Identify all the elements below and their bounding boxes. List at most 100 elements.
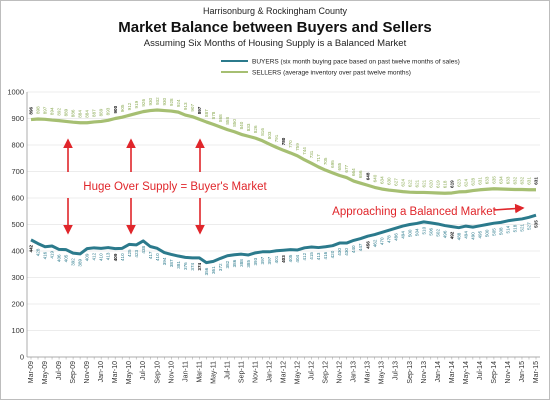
- data-label-buyers: 430: [344, 248, 349, 256]
- data-label-buyers: 495: [477, 230, 482, 238]
- data-label-sellers: 633: [485, 176, 490, 184]
- data-label-buyers: 415: [309, 252, 314, 260]
- x-tick-label: Nov-13: [421, 361, 428, 384]
- data-label-sellers: 791: [274, 134, 279, 142]
- y-tick-label: 700: [11, 167, 24, 176]
- y-tick-label: 800: [11, 141, 24, 150]
- data-label-buyers: 397: [260, 256, 265, 264]
- data-label-buyers: 387: [169, 259, 174, 267]
- data-label-buyers: 356: [204, 267, 209, 275]
- data-label-sellers: 620: [428, 180, 433, 188]
- data-label-buyers: 510: [421, 226, 426, 234]
- data-label-sellers: 928: [169, 98, 174, 106]
- data-label-sellers: 878: [211, 111, 216, 119]
- series-lines: [30, 108, 537, 265]
- annotation-balanced: Approaching a Balanced Market: [332, 206, 496, 218]
- data-label-buyers: 486: [393, 233, 398, 241]
- chart-supertitle: Harrisonburg & Rockingham County: [203, 6, 348, 16]
- data-label-sellers: 744: [302, 147, 307, 155]
- x-tick-label: Mar-14: [449, 361, 456, 383]
- data-label-buyers: 508: [499, 227, 504, 235]
- data-label-sellers: 892: [57, 108, 62, 116]
- x-tick-label: Sep-11: [238, 361, 245, 383]
- y-tick-label: 500: [11, 220, 24, 229]
- data-label-sellers: 695: [330, 160, 335, 168]
- data-label-sellers: 634: [499, 176, 504, 184]
- data-label-sellers: 624: [463, 179, 468, 187]
- data-label-sellers: 622: [407, 179, 412, 187]
- data-label-buyers: 376: [183, 262, 188, 270]
- data-label-buyers: 423: [134, 249, 139, 257]
- x-tick-label: Sep-12: [323, 361, 330, 384]
- data-label-sellers: 731: [309, 150, 314, 158]
- series-line-sellers: [30, 108, 536, 195]
- data-label-buyers: 521: [520, 223, 525, 231]
- x-tick-label: Nov-14: [505, 361, 512, 384]
- x-tick-label: Jan-14: [435, 361, 442, 383]
- data-label-buyers: 514: [506, 225, 511, 233]
- data-label-sellers: 633: [506, 176, 511, 184]
- x-tick-label: May-09: [42, 361, 49, 384]
- data-label-sellers: 640: [372, 174, 377, 182]
- data-label-sellers: 631: [534, 177, 539, 185]
- data-label-buyers: 496: [442, 230, 447, 238]
- y-tick-label: 0: [20, 353, 24, 362]
- data-label-sellers: 635: [492, 176, 497, 184]
- data-label-buyers: 478: [386, 235, 391, 243]
- data-label-sellers: 930: [162, 97, 167, 105]
- data-label-sellers: 780: [281, 137, 286, 145]
- data-label-sellers: 889: [64, 108, 69, 116]
- data-label-sellers: 858: [225, 117, 230, 125]
- data-label-buyers: 438: [141, 245, 146, 253]
- legend-label-buyers: BUYERS (six month buying pace based on p…: [252, 59, 460, 66]
- data-label-sellers: 705: [323, 157, 328, 165]
- x-tick-label: Jul-10: [140, 361, 147, 380]
- data-label-sellers: 619: [449, 180, 454, 188]
- data-label-buyers: 440: [351, 245, 356, 253]
- x-tick-label: Jan-11: [182, 361, 189, 382]
- data-label-sellers: 868: [218, 114, 223, 122]
- x-tick-label: May-10: [126, 361, 133, 384]
- data-label-buyers: 527: [527, 222, 532, 230]
- data-label-sellers: 632: [520, 176, 525, 184]
- x-tick-label: Jan-13: [351, 361, 358, 383]
- data-label-sellers: 624: [400, 179, 405, 187]
- data-label-buyers: 456: [365, 241, 370, 249]
- data-label-buyers: 405: [288, 254, 293, 262]
- data-label-buyers: 406: [57, 254, 62, 262]
- data-label-buyers: 494: [400, 231, 405, 239]
- data-label-sellers: 905: [120, 104, 125, 112]
- x-tick-label: Jan-15: [519, 361, 526, 383]
- data-label-buyers: 413: [316, 252, 321, 260]
- data-label-sellers: 770: [288, 140, 293, 148]
- data-label-sellers: 623: [456, 179, 461, 187]
- data-label-buyers: 392: [71, 258, 76, 266]
- x-tick-label: Jan-10: [98, 361, 105, 383]
- data-label-sellers: 826: [253, 125, 258, 133]
- annotation-oversupply: Huge Over Supply = Buyer's Market: [83, 181, 267, 193]
- x-tick-label: Sep-10: [154, 361, 161, 384]
- data-label-sellers: 628: [470, 177, 475, 185]
- data-label-sellers: 630: [386, 177, 391, 185]
- y-axis: 0 100 200 300 400 500 600 700 800 900 1000: [7, 88, 28, 362]
- y-tick-label: 1000: [7, 88, 24, 97]
- data-label-buyers: 403: [281, 255, 286, 263]
- data-label-buyers: 416: [43, 251, 48, 259]
- data-label-buyers: 405: [64, 254, 69, 262]
- data-label-sellers: 894: [50, 107, 55, 115]
- data-label-sellers: 896: [29, 106, 34, 114]
- data-label-sellers: 685: [337, 162, 342, 170]
- data-label-sellers: 897: [43, 106, 48, 114]
- data-label-buyers: 409: [113, 253, 118, 261]
- data-label-buyers: 500: [485, 229, 490, 237]
- data-label-sellers: 897: [197, 106, 202, 114]
- data-label-buyers: 404: [295, 255, 300, 263]
- x-tick-label: Jul-12: [309, 361, 316, 380]
- data-label-sellers: 833: [246, 123, 251, 131]
- data-label-buyers: 505: [492, 228, 497, 236]
- data-label-buyers: 381: [176, 261, 181, 269]
- x-tick-label: Mar-10: [112, 361, 119, 383]
- data-label-sellers: 932: [155, 97, 160, 105]
